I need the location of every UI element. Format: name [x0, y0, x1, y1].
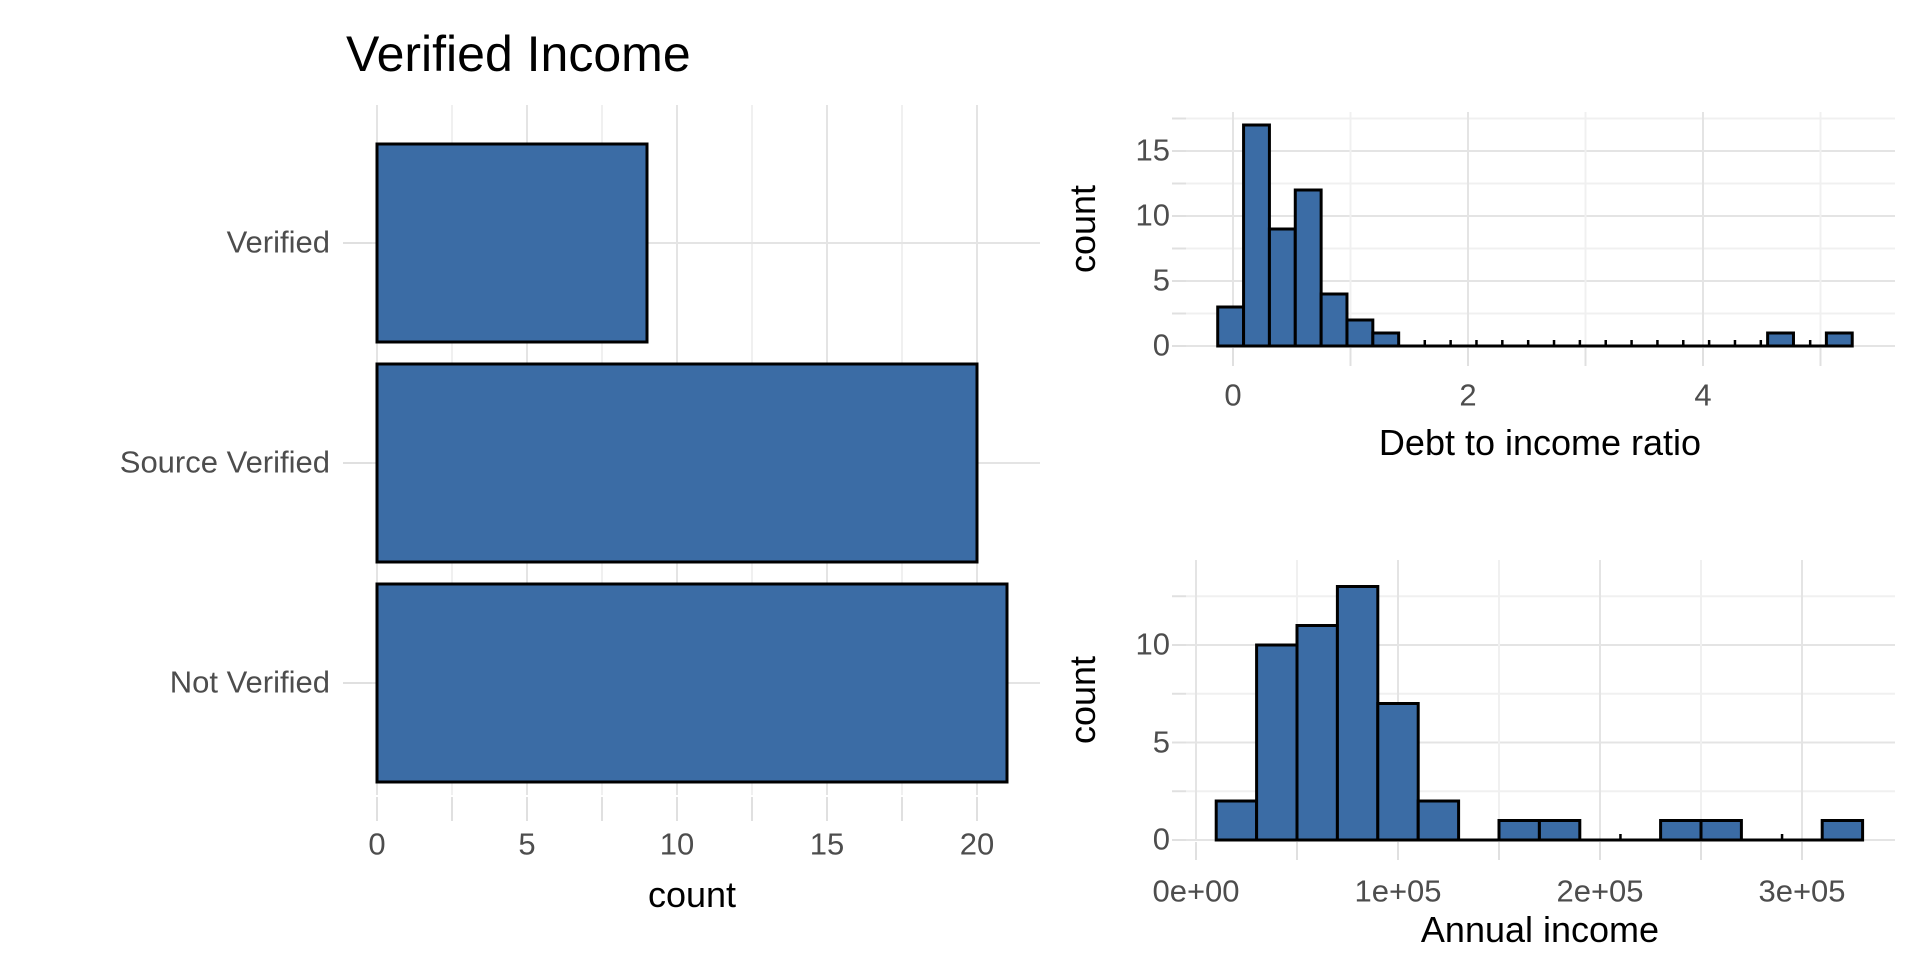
- zero-bin-edge: [1682, 340, 1685, 346]
- histogram-bar: [1659, 819, 1703, 842]
- dti-histogram-y-axis-title: count: [1062, 184, 1104, 274]
- bar-not-verified: [375, 582, 1009, 784]
- category-label-source-verified: Source Verified: [119, 444, 330, 480]
- bar-chart-x-tick-label: 15: [809, 826, 845, 862]
- bar-chart-title: Verified Income: [346, 26, 691, 82]
- zero-bin-edge: [1808, 340, 1812, 346]
- income-histogram-y-tick-label: 10: [1135, 626, 1170, 662]
- zero-bin-edge: [1780, 834, 1784, 840]
- bar-chart-x-axis-title: count: [647, 874, 737, 916]
- bar-source-verified: [375, 362, 979, 564]
- histogram-bar: [1497, 819, 1541, 842]
- histogram-bar: [1319, 292, 1349, 348]
- zero-bin-edge: [1733, 340, 1737, 346]
- histogram-bar: [1335, 585, 1380, 842]
- income-histogram-y-tick-label: 0: [1152, 821, 1170, 857]
- dti-histogram-x-axis-title: Debt to income ratio: [1378, 422, 1702, 464]
- zero-bin-edge: [1656, 340, 1659, 346]
- zero-bin-edge: [1604, 340, 1607, 346]
- histogram-bar: [1295, 624, 1339, 842]
- income-histogram-x-tick-label: 1e+05: [1354, 873, 1442, 909]
- zero-bin-edge: [1707, 340, 1711, 346]
- histogram-bar: [1345, 318, 1375, 348]
- income-histogram-x-axis-title: Annual income: [1420, 909, 1660, 951]
- histogram-bar: [1242, 123, 1271, 348]
- zero-bin-edge: [1475, 340, 1478, 346]
- histogram-bar: [1416, 799, 1461, 842]
- bar-verified: [375, 142, 649, 344]
- histogram-bar: [1537, 819, 1582, 842]
- income-histogram-y-tick-label: 5: [1152, 724, 1170, 760]
- dti-histogram-x-tick-label: 2: [1459, 377, 1477, 413]
- zero-bin-edge: [1449, 340, 1452, 346]
- dti-histogram-x-tick-label: 4: [1694, 377, 1712, 413]
- dti-histogram-y-tick-label: 15: [1135, 132, 1170, 168]
- histogram-bar: [1376, 702, 1420, 842]
- zero-bin-edge: [1759, 340, 1763, 346]
- histogram-bar: [1820, 819, 1865, 842]
- histogram-bar: [1216, 305, 1246, 348]
- zero-bin-edge: [1578, 340, 1582, 346]
- zero-bin-edge: [1423, 340, 1427, 346]
- zero-bin-edge: [1619, 834, 1622, 840]
- zero-bin-edge: [1501, 340, 1504, 346]
- histogram-bar: [1824, 331, 1854, 348]
- income-histogram-x-tick-label: 2e+05: [1556, 873, 1644, 909]
- zero-bin-edge: [1526, 340, 1530, 346]
- histogram-bar: [1214, 799, 1259, 842]
- dti-histogram-y-tick-label: 5: [1152, 262, 1170, 298]
- bar-chart-x-tick-label: 5: [518, 826, 536, 862]
- dti-histogram-y-tick-label: 0: [1152, 327, 1170, 363]
- histogram-bar: [1267, 227, 1297, 348]
- category-label-not-verified: Not Verified: [169, 664, 330, 700]
- dti-histogram-x-tick-label: 0: [1224, 377, 1242, 413]
- zero-bin-edge: [1552, 340, 1556, 346]
- category-label-verified: Verified: [226, 224, 330, 260]
- income-histogram-x-tick-label: 3e+05: [1758, 873, 1846, 909]
- histogram-bar: [1255, 643, 1299, 842]
- income-histogram-x-tick-label: 0e+00: [1152, 873, 1240, 909]
- bar-chart-x-tick-label: 20: [959, 826, 995, 862]
- bar-chart-x-tick-label: 0: [368, 826, 386, 862]
- bar-chart-x-tick-label: 10: [659, 826, 695, 862]
- histogram-bar: [1766, 331, 1795, 348]
- zero-bin-edge: [1630, 340, 1633, 346]
- income-histogram-y-axis-title: count: [1062, 655, 1104, 745]
- histogram-bar: [1293, 188, 1323, 348]
- histogram-bar: [1699, 819, 1743, 842]
- histogram-bar: [1371, 331, 1401, 348]
- dti-histogram-y-tick-label: 10: [1135, 197, 1170, 233]
